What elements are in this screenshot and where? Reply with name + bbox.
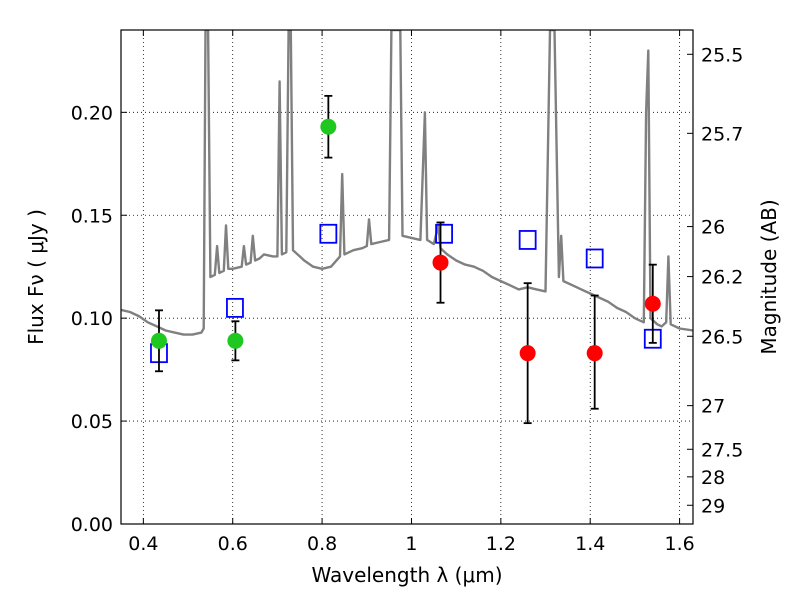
y2-tick-label: 26.5 xyxy=(701,326,743,348)
y2-tick-label: 26.2 xyxy=(701,267,743,289)
x-tick-label: 0.4 xyxy=(128,533,158,555)
red-data-point xyxy=(432,254,449,271)
y-axis-label: Flux Fν ( μJy ) xyxy=(24,209,48,345)
plot-frame xyxy=(120,29,694,525)
model-photometry-square xyxy=(319,223,338,244)
green-data-point xyxy=(227,332,244,349)
y-tick-label: 0.15 xyxy=(71,205,113,227)
y-tick-label: 0.05 xyxy=(71,411,113,433)
red-data-point xyxy=(644,295,661,312)
y2-tick-label: 25.7 xyxy=(701,123,743,145)
x-tick-label: 1.4 xyxy=(575,533,605,555)
model-photometry-square xyxy=(518,230,537,250)
x-tick-label: 1.2 xyxy=(486,533,516,555)
x-tick-label: 0.6 xyxy=(218,533,248,555)
y2-tick-label: 25.5 xyxy=(701,44,743,66)
x-axis-label: Wavelength λ (μm) xyxy=(311,563,502,587)
grid xyxy=(121,30,693,524)
x-tick-label: 1 xyxy=(405,533,417,555)
model-photometry-square xyxy=(226,297,244,318)
red-data-point xyxy=(519,345,536,362)
green-data-point xyxy=(150,332,167,349)
model-photometry-square xyxy=(435,223,453,244)
model-photometry-square xyxy=(585,248,604,269)
y2-tick-label: 29 xyxy=(701,495,725,517)
x-tick-label: 1.6 xyxy=(664,533,694,555)
y-tick-label: 0.10 xyxy=(71,308,113,330)
red-data-point xyxy=(586,345,603,362)
y-tick-label: 0.00 xyxy=(71,514,113,536)
y2-tick-label: 28 xyxy=(701,467,725,489)
plot-area xyxy=(121,30,693,425)
green-data-point xyxy=(320,118,337,135)
y2-axis-label: Magnitude (AB) xyxy=(757,199,781,354)
y2-tick-label: 26 xyxy=(701,217,725,239)
axis-ticks: 0.4 0.6 0.8 1 1.2 1.4 1.6 0.00 0.05 0.10 0.15 0.20 2… xyxy=(71,30,743,555)
y-tick-label: 0.20 xyxy=(71,102,113,124)
x-tick-label: 0.8 xyxy=(307,533,337,555)
y2-tick-label: 27.5 xyxy=(701,439,743,461)
model-spectrum-line xyxy=(121,30,693,336)
y2-tick-label: 27 xyxy=(701,396,725,418)
